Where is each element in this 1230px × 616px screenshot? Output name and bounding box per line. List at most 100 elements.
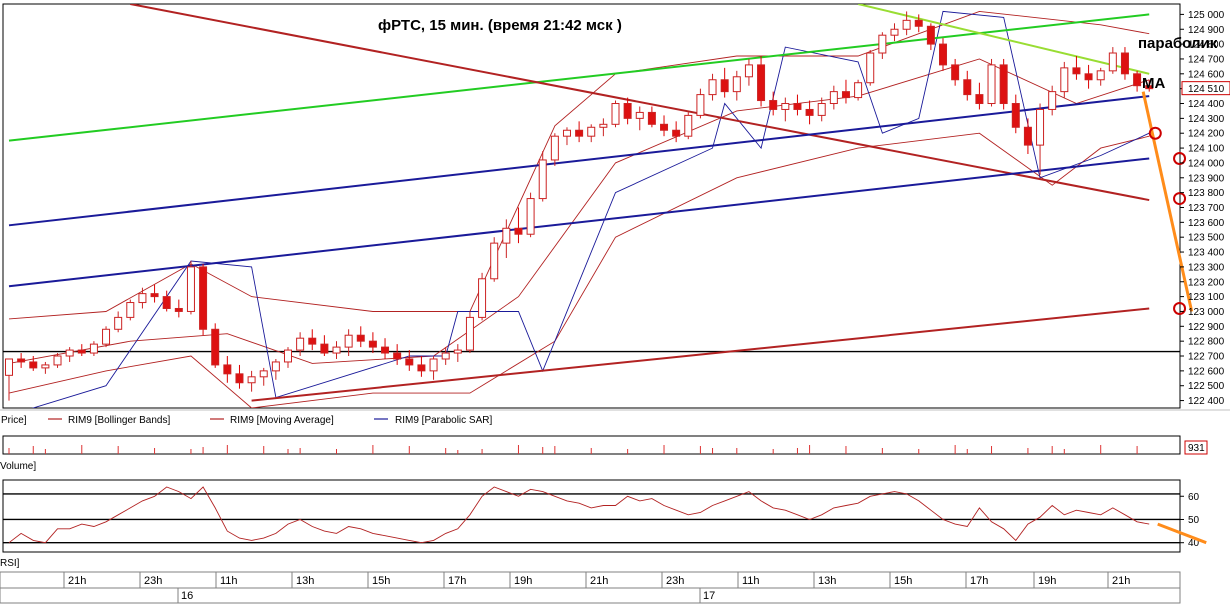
candle-body bbox=[562, 129, 571, 137]
rsi-label: RSI] bbox=[0, 558, 20, 569]
candle-body bbox=[1084, 73, 1093, 81]
candle-body bbox=[744, 64, 753, 78]
candle-body bbox=[235, 373, 244, 384]
candle-body bbox=[914, 19, 923, 27]
candle-body bbox=[441, 352, 450, 360]
candle-body bbox=[550, 135, 559, 161]
volume-panel: 931 Volume] bbox=[0, 435, 1208, 472]
candle-body bbox=[138, 293, 147, 304]
candle-body bbox=[781, 103, 790, 110]
forecast-circle bbox=[1173, 192, 1187, 206]
volume-label: Volume] bbox=[0, 461, 36, 472]
candle-body bbox=[1096, 70, 1105, 81]
candle-body bbox=[1145, 85, 1154, 90]
parabolic-annotation: параболик bbox=[1138, 35, 1218, 52]
candle-body bbox=[405, 358, 414, 366]
price-tick-label: 123 700 bbox=[1188, 203, 1225, 214]
trend-line bbox=[130, 4, 1150, 202]
candle-body bbox=[186, 266, 195, 312]
candle-body bbox=[696, 94, 705, 116]
candle-body bbox=[320, 343, 329, 354]
candle-body bbox=[453, 349, 462, 354]
candle-body bbox=[490, 242, 499, 280]
time-tick-label: 15h bbox=[894, 575, 912, 587]
ma-annotation: MA bbox=[1142, 75, 1165, 92]
candle-body bbox=[817, 103, 826, 116]
forecast-circle bbox=[1148, 126, 1162, 140]
price-tick-label: 124 600 bbox=[1188, 69, 1225, 80]
candle-body bbox=[247, 376, 256, 384]
time-tick-label: 13h bbox=[818, 575, 836, 587]
candle-body bbox=[429, 358, 438, 372]
candle-body bbox=[259, 370, 268, 378]
day-label: 17 bbox=[703, 590, 715, 602]
chart-title: фРТС, 15 мин. (время 21:42 мск ) bbox=[378, 17, 622, 34]
time-tick-label: 23h bbox=[144, 575, 162, 587]
candle-body bbox=[890, 28, 899, 36]
candle-body bbox=[114, 316, 123, 330]
candle-body bbox=[53, 355, 62, 366]
candle-body bbox=[526, 198, 535, 235]
price-tick-label: 123 600 bbox=[1188, 218, 1225, 229]
candle-body bbox=[841, 91, 850, 99]
rsi-tick-label: 60 bbox=[1188, 492, 1200, 503]
forecast-circle bbox=[1173, 151, 1187, 165]
candle-body bbox=[599, 123, 608, 128]
candle-body bbox=[1060, 67, 1069, 93]
price-tick-label: 124 200 bbox=[1188, 129, 1225, 140]
candle-body bbox=[878, 34, 887, 54]
rsi-line bbox=[8, 486, 1150, 544]
candle-body bbox=[344, 334, 353, 348]
candle-body bbox=[102, 328, 111, 345]
candle-body bbox=[623, 103, 632, 119]
candle-body bbox=[1048, 91, 1057, 110]
candle-body bbox=[283, 349, 292, 363]
time-tick-label: 23h bbox=[666, 575, 684, 587]
candle-body bbox=[757, 64, 766, 102]
candle-body bbox=[720, 79, 729, 93]
candle-body bbox=[647, 111, 656, 125]
candle-body bbox=[793, 103, 802, 110]
legend-moving-average: RIM9 [Moving Average] bbox=[230, 415, 334, 426]
trend-line bbox=[251, 307, 1150, 402]
price-tick-label: 124 100 bbox=[1188, 144, 1225, 155]
candle-body bbox=[77, 349, 86, 354]
legend-parabolic-sar: RIM9 [Parabolic SAR] bbox=[395, 415, 492, 426]
trend-line bbox=[8, 13, 1150, 142]
candle-body bbox=[502, 227, 511, 244]
rsi-tick-label: 50 bbox=[1188, 515, 1200, 526]
candle-body bbox=[538, 159, 547, 200]
candle-body bbox=[575, 129, 584, 137]
candle-body bbox=[732, 76, 741, 93]
candle-body bbox=[926, 25, 935, 45]
parabolic-sar-line bbox=[31, 10, 1150, 408]
candle-body bbox=[17, 358, 26, 363]
candle-body bbox=[587, 126, 596, 137]
candle-body bbox=[296, 337, 305, 351]
legend-bollinger: RIM9 [Bollinger Bands] bbox=[68, 415, 170, 426]
candle-body bbox=[1108, 52, 1117, 72]
price-tick-label: 123 300 bbox=[1188, 262, 1225, 273]
price-tick-label: 123 900 bbox=[1188, 173, 1225, 184]
candle-body bbox=[308, 337, 317, 345]
candle-body bbox=[41, 364, 50, 369]
candle-body bbox=[999, 64, 1008, 105]
candle-body bbox=[211, 328, 220, 366]
day-label: 16 bbox=[181, 590, 193, 602]
last-price-box bbox=[1181, 81, 1230, 96]
time-tick-label: 21h bbox=[1112, 575, 1130, 587]
time-tick-label: 17h bbox=[448, 575, 466, 587]
price-tick-label: 122 500 bbox=[1188, 381, 1225, 392]
price-tick-label: 123 100 bbox=[1188, 292, 1225, 303]
candle-body bbox=[368, 340, 377, 348]
candle-body bbox=[1023, 126, 1032, 146]
price-tick-label: 124 300 bbox=[1188, 114, 1225, 125]
rsi-tick-label: 40 bbox=[1188, 538, 1200, 549]
candle-body bbox=[393, 352, 402, 360]
candle-body bbox=[514, 227, 523, 235]
candle-body bbox=[672, 129, 681, 137]
time-tick-label: 21h bbox=[590, 575, 608, 587]
candle-body bbox=[987, 64, 996, 105]
